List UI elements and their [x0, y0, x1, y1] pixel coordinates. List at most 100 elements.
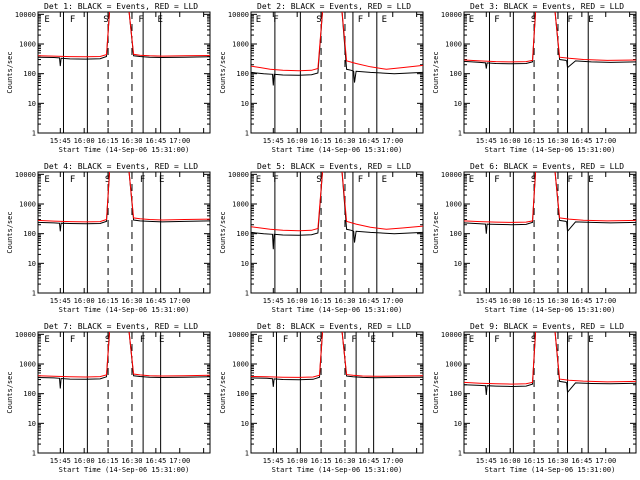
x-tick-label: 16:00: [74, 457, 95, 465]
region-label: F: [70, 15, 75, 25]
panel-title: Det 2: BLACK = Events, RED = LLD: [257, 2, 411, 11]
x-axis-label: Start Time (14-Sep-06 15:31:00): [485, 146, 616, 154]
x-tick-label: 17:00: [169, 137, 190, 145]
lld-series-line: [38, 332, 210, 378]
y-axis-label: Counts/sec: [432, 211, 440, 253]
y-tick-label: 1: [245, 290, 249, 298]
y-tick-label: 10000: [441, 11, 462, 19]
x-tick-label: 16:00: [287, 137, 308, 145]
detector-panel-9: Det 9: BLACK = Events, RED = LLD E F S F E 1 10…: [432, 322, 637, 474]
x-tick-label: 15:45: [50, 297, 71, 305]
x-axis-label: Start Time (14-Sep-06 15:31:00): [272, 306, 403, 314]
events-series-line: [464, 172, 636, 234]
detector-panel-1: Det 1: BLACK = Events, RED = LLD E F S F E 1 10…: [6, 2, 211, 154]
x-tick-label: 16:00: [287, 457, 308, 465]
events-series-line: [464, 12, 636, 69]
region-label: F: [494, 175, 499, 185]
y-tick-label: 10: [28, 420, 36, 428]
y-tick-label: 1000: [19, 361, 36, 369]
x-tick-label: 16:45: [358, 297, 379, 305]
x-tick-label: 15:45: [50, 137, 71, 145]
x-axis-label: Start Time (14-Sep-06 15:31:00): [59, 146, 190, 154]
panel-title: Det 6: BLACK = Events, RED = LLD: [470, 162, 624, 171]
panel-title: Det 9: BLACK = Events, RED = LLD: [470, 322, 624, 331]
x-tick-label: 17:00: [382, 297, 403, 305]
region-label: S: [531, 175, 536, 185]
x-tick-label: 17:00: [382, 137, 403, 145]
events-series-line: [251, 172, 423, 250]
region-label: F: [140, 335, 145, 345]
region-label: S: [531, 15, 536, 25]
panel-title: Det 7: BLACK = Events, RED = LLD: [44, 322, 198, 331]
y-tick-label: 1: [245, 130, 249, 138]
x-tick-label: 16:45: [145, 297, 166, 305]
x-axis-label: Start Time (14-Sep-06 15:31:00): [59, 466, 190, 474]
plot-frame: [37, 171, 211, 294]
y-tick-label: 1000: [232, 201, 249, 209]
x-tick-label: 16:15: [311, 297, 332, 305]
detector-panel-6: Det 6: BLACK = Events, RED = LLD E F S F E 1 10…: [432, 162, 637, 314]
plot-frame: [250, 171, 424, 294]
x-axis-label: Start Time (14-Sep-06 15:31:00): [485, 466, 616, 474]
y-tick-label: 100: [236, 70, 249, 78]
region-label: E: [469, 335, 474, 345]
x-tick-label: 17:00: [595, 137, 616, 145]
x-tick-label: 15:45: [50, 457, 71, 465]
x-tick-label: 16:30: [547, 457, 568, 465]
region-label: S: [316, 175, 321, 185]
y-tick-label: 100: [23, 230, 36, 238]
x-tick-label: 16:45: [145, 137, 166, 145]
plot-frame: [463, 331, 637, 454]
x-tick-label: 16:15: [98, 137, 119, 145]
plot-frame: [463, 171, 637, 294]
region-label: S: [103, 15, 108, 25]
x-tick-label: 16:00: [287, 297, 308, 305]
plot-frame: [250, 11, 424, 134]
y-tick-label: 10000: [15, 171, 36, 179]
x-tick-label: 16:15: [524, 137, 545, 145]
y-tick-label: 100: [449, 70, 462, 78]
region-label: S: [316, 335, 321, 345]
x-tick-label: 16:15: [98, 297, 119, 305]
region-label: E: [588, 15, 593, 25]
detector-panel-3: Det 3: BLACK = Events, RED = LLD E F S F E 1 10…: [432, 2, 637, 154]
x-tick-label: 16:30: [121, 457, 142, 465]
x-tick-label: 17:00: [169, 297, 190, 305]
x-tick-label: 16:45: [571, 137, 592, 145]
region-label: F: [568, 335, 573, 345]
plot-frame: [37, 331, 211, 454]
y-tick-label: 1000: [19, 201, 36, 209]
x-tick-label: 16:15: [524, 457, 545, 465]
y-tick-label: 10: [454, 260, 462, 268]
y-tick-label: 1000: [19, 41, 36, 49]
region-label: F: [138, 15, 143, 25]
detector-panel-8: Det 8: BLACK = Events, RED = LLD E F S F E 1 10…: [219, 322, 424, 474]
x-axis-label: Start Time (14-Sep-06 15:31:00): [272, 466, 403, 474]
x-tick-label: 15:45: [263, 457, 284, 465]
x-tick-label: 17:00: [595, 297, 616, 305]
y-axis-label: Counts/sec: [6, 51, 14, 93]
region-label: F: [358, 15, 363, 25]
lld-series-line: [38, 12, 210, 58]
region-label: F: [70, 175, 75, 185]
x-tick-label: 16:15: [311, 457, 332, 465]
region-label: F: [283, 335, 288, 345]
region-label: F: [568, 175, 573, 185]
region-label: S: [105, 335, 110, 345]
y-tick-label: 10: [241, 100, 249, 108]
panel-title: Det 3: BLACK = Events, RED = LLD: [470, 2, 624, 11]
y-tick-label: 1: [32, 450, 36, 458]
y-tick-label: 10000: [441, 171, 462, 179]
y-tick-label: 10000: [15, 331, 36, 339]
y-tick-label: 10000: [228, 11, 249, 19]
plot-frame: [250, 331, 424, 454]
region-label: S: [531, 335, 536, 345]
region-label: E: [159, 335, 164, 345]
detector-panel-7: Det 7: BLACK = Events, RED = LLD E F S F E 1 10…: [6, 322, 211, 474]
y-axis-label: Counts/sec: [219, 211, 227, 253]
x-tick-label: 16:30: [121, 297, 142, 305]
y-tick-label: 100: [23, 70, 36, 78]
y-tick-label: 1000: [445, 361, 462, 369]
region-label: E: [44, 15, 49, 25]
y-tick-label: 1000: [232, 41, 249, 49]
